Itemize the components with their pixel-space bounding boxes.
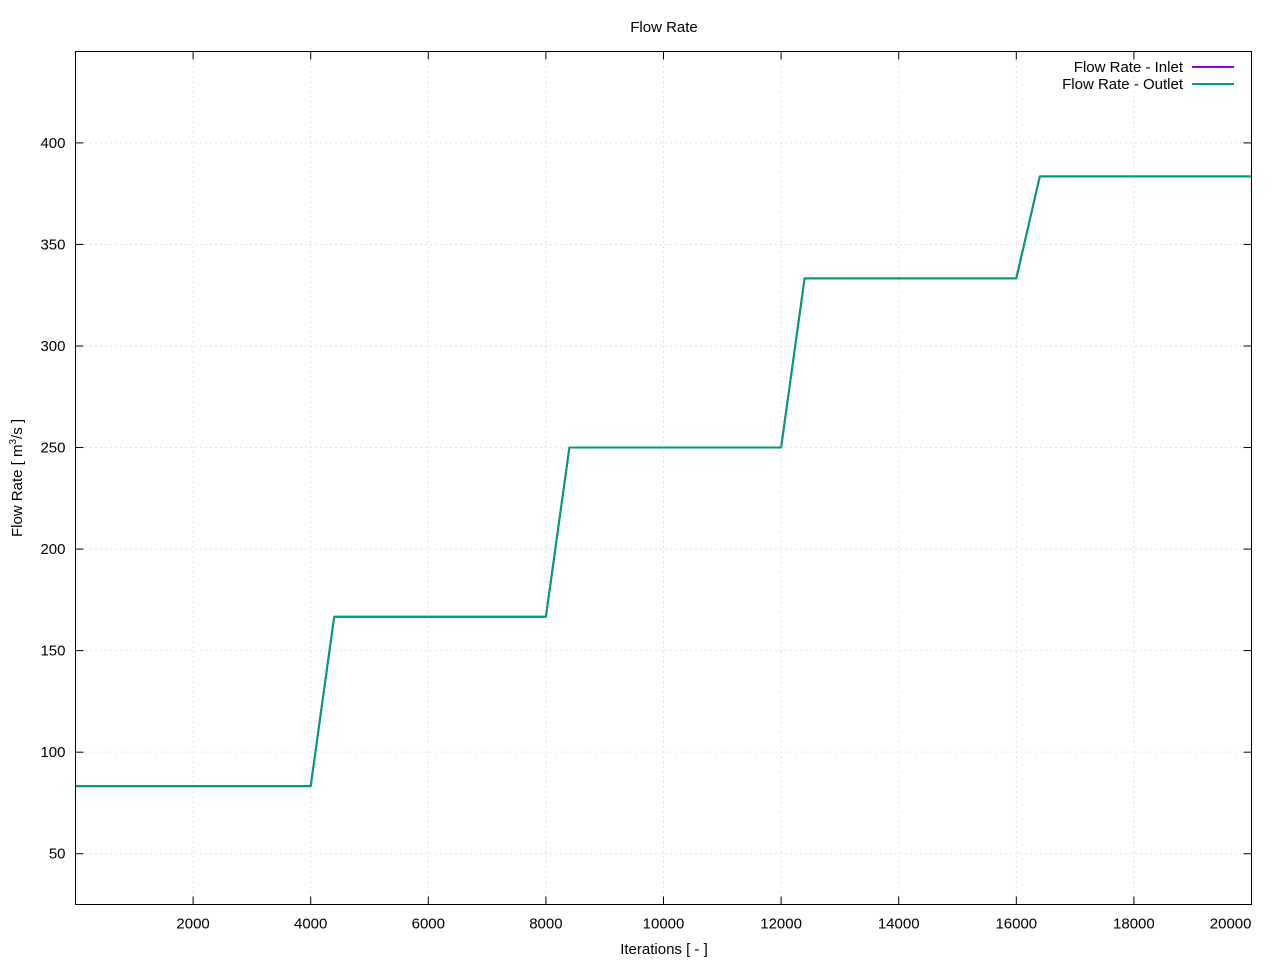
x-tick-label: 20000 — [1210, 916, 1252, 933]
y-axis-label-end: /s ] — [9, 419, 26, 439]
x-tick-label: 4000 — [294, 916, 327, 933]
legend-label-outlet: Flow Rate - Outlet — [1062, 76, 1184, 93]
ticks — [75, 51, 1252, 905]
y-tick-label: 150 — [40, 643, 65, 660]
x-tick-label: 6000 — [412, 916, 445, 933]
grid — [75, 51, 1252, 905]
y-tick-label: 200 — [40, 541, 65, 558]
series-layer — [75, 175, 1252, 788]
x-tick-label: 18000 — [1113, 916, 1155, 933]
y-axis-label-superscript: 3 — [8, 439, 19, 445]
y-tick-label: 350 — [40, 236, 65, 253]
x-tick-label: 12000 — [760, 916, 802, 933]
x-tick-label: 8000 — [529, 916, 562, 933]
x-axis-label: Iterations [ - ] — [620, 941, 708, 958]
x-tick-label: 2000 — [176, 916, 209, 933]
y-axis-label: Flow Rate [ m3/s ] — [8, 419, 26, 537]
y-tick-label: 100 — [40, 744, 65, 761]
x-tick-labels: 2000 4000 6000 8000 10000 12000 14000 16000 1800… — [176, 916, 1251, 933]
y-tick-label: 250 — [40, 440, 65, 457]
y-tick-labels: 50 100 150 200 250 300 350 400 — [40, 135, 65, 863]
y-axis-label-main: Flow Rate [ m — [9, 445, 26, 538]
x-tick-label: 16000 — [995, 916, 1037, 933]
x-tick-label: 10000 — [643, 916, 685, 933]
y-tick-label: 400 — [40, 135, 65, 152]
legend-label-inlet: Flow Rate - Inlet — [1074, 59, 1184, 76]
series-line-inlet — [75, 175, 1252, 788]
y-tick-label: 300 — [40, 338, 65, 355]
series-line-outlet — [75, 175, 1252, 788]
x-tick-label: 14000 — [878, 916, 920, 933]
chart-title: Flow Rate — [630, 19, 698, 36]
y-tick-label: 50 — [49, 846, 66, 863]
